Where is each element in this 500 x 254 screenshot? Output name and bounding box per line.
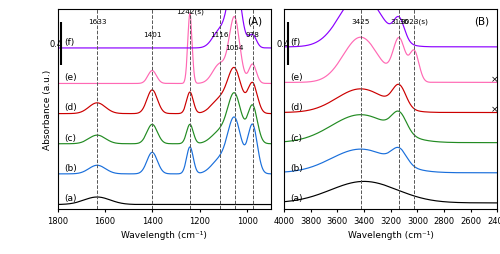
- Text: (d): (d): [290, 103, 304, 112]
- Text: 0.4: 0.4: [50, 40, 63, 49]
- Text: 0.4: 0.4: [277, 40, 290, 49]
- X-axis label: Wavelength (cm⁻¹): Wavelength (cm⁻¹): [348, 230, 434, 239]
- Text: (c): (c): [290, 133, 302, 142]
- Text: (c): (c): [64, 133, 76, 142]
- Text: (e): (e): [290, 73, 303, 82]
- Text: 3023(s): 3023(s): [400, 19, 428, 25]
- Text: (a): (a): [290, 193, 303, 202]
- Text: 3136: 3136: [390, 19, 408, 25]
- Text: 1401: 1401: [143, 32, 162, 38]
- Text: 1054: 1054: [226, 45, 244, 51]
- Text: × 3: × 3: [491, 104, 500, 113]
- Text: (b): (b): [290, 163, 304, 172]
- X-axis label: Wavelength (cm⁻¹): Wavelength (cm⁻¹): [122, 230, 207, 239]
- Text: 1242(s): 1242(s): [176, 8, 204, 14]
- Text: × 3: × 3: [491, 74, 500, 83]
- Text: 1116: 1116: [210, 32, 229, 38]
- Text: (a): (a): [64, 193, 77, 202]
- Text: (d): (d): [64, 103, 78, 112]
- Y-axis label: Absorbance (a.u.): Absorbance (a.u.): [43, 70, 52, 150]
- Text: 978: 978: [246, 32, 260, 38]
- Text: (e): (e): [64, 73, 77, 82]
- Text: (f): (f): [290, 38, 301, 46]
- Text: (A): (A): [248, 16, 262, 26]
- Text: (b): (b): [64, 163, 78, 172]
- Text: 1633: 1633: [88, 19, 106, 25]
- Text: (f): (f): [64, 38, 75, 46]
- Text: 3425: 3425: [352, 19, 370, 25]
- Text: (B): (B): [474, 16, 489, 26]
